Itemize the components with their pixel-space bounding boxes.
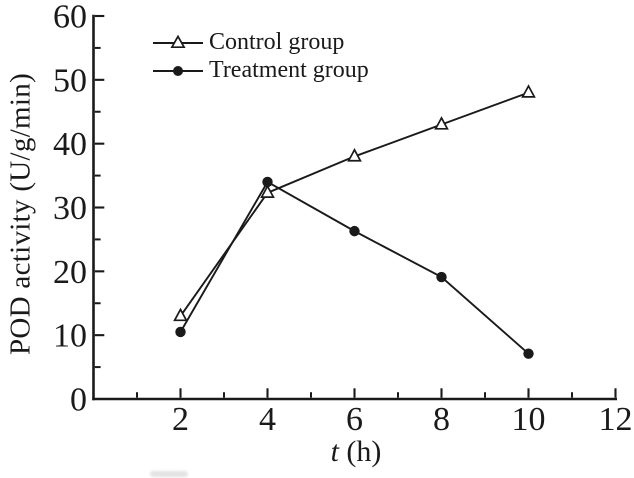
x-axis-title-variable: t (330, 435, 339, 468)
legend-label-control: Control group (209, 29, 345, 55)
x-axis-tick-label: 4 (259, 401, 276, 438)
y-axis-tick-label: 30 (53, 190, 87, 227)
filled-circle-line-icon (153, 65, 203, 76)
y-axis-tick-label: 10 (53, 318, 87, 355)
treatment-group-marker-filled-circle (175, 326, 186, 338)
treatment-group-marker-filled-circle (262, 176, 273, 188)
treatment-group-line (179, 180, 530, 355)
legend-item-control-group: Control group (152, 29, 369, 56)
legend-item-treatment-group: Treatment group (152, 57, 369, 84)
y-axis-title: POD activity (U/g/min) (4, 72, 37, 356)
y-axis-tick-label: 50 (53, 62, 87, 99)
control-group-marker-open-triangle (521, 84, 536, 98)
y-axis-tick-label: 40 (53, 126, 87, 163)
x-axis-tick-label: 8 (433, 401, 450, 438)
treatment-group-marker-filled-circle (349, 225, 360, 237)
control-group-marker-open-triangle (434, 116, 449, 130)
x-axis-title: t (h) (331, 435, 382, 469)
treatment-group-marker-filled-circle (436, 271, 447, 283)
control-group-marker-open-triangle (260, 184, 275, 198)
control-group-marker-open-triangle (173, 307, 188, 322)
y-axis-tick-label: 20 (53, 254, 87, 291)
legend: Control group Treatment group (152, 29, 369, 84)
x-axis-tick-label: 2 (172, 401, 189, 438)
legend-label-treatment: Treatment group (209, 57, 369, 83)
x-axis-tick-label: 12 (599, 401, 633, 438)
treatment-group-marker-filled-circle (523, 348, 534, 359)
control-group-line (179, 91, 529, 317)
x-axis-tick-label: 6 (346, 401, 363, 438)
control-group-marker-open-triangle (347, 148, 362, 162)
cropped-caption-artifact (150, 471, 188, 477)
x-axis-title-unit: (h) (338, 435, 382, 468)
x-axis-tick-label: 10 (512, 401, 546, 438)
open-triangle-line-icon (153, 34, 203, 48)
y-axis-tick-label: 0 (70, 382, 87, 419)
y-axis-tick-label: 60 (53, 0, 87, 36)
